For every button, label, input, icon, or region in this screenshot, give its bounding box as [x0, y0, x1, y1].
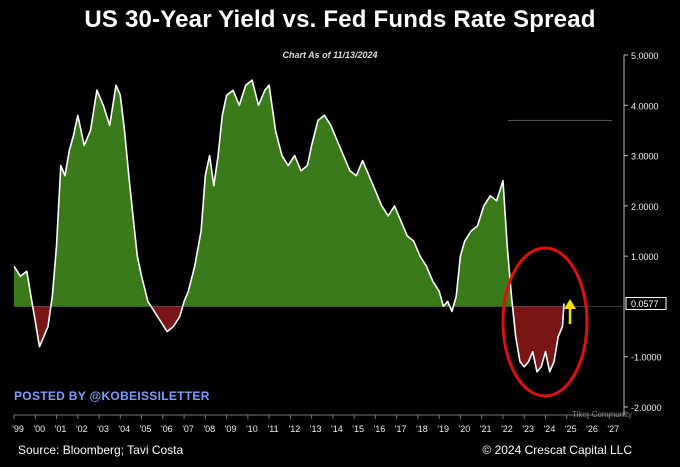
chart-subtitle: Chart As of 11/13/2024 [282, 50, 378, 60]
posted-by-label: POSTED BY @KOBEISSILETTER [14, 389, 210, 403]
x-tick-label: '25 [565, 424, 577, 434]
x-tick-label: '06 [161, 424, 173, 434]
x-tick-label: '01 [55, 424, 67, 434]
up-arrow-icon [564, 299, 576, 309]
y-tick-label: 2.0000 [631, 202, 659, 212]
copyright-note: © 2024 Crescat Capital LLC [482, 443, 632, 457]
x-tick-label: '05 [140, 424, 152, 434]
y-tick-label: -2.0000 [631, 403, 662, 413]
x-tick-label: '02 [76, 424, 88, 434]
x-tick-label: '08 [203, 424, 215, 434]
chart-frame [14, 55, 625, 416]
spread-series-line [13, 79, 565, 373]
spread-area [14, 80, 564, 372]
y-tick-label: 1.0000 [631, 252, 659, 262]
negative-spread-area [32, 306, 51, 347]
x-tick-label: '18 [416, 424, 428, 434]
last-value-label: 0.0577 [631, 299, 659, 309]
x-tick-label: '15 [352, 424, 364, 434]
spread-line [13, 79, 622, 373]
x-tick-label: '12 [288, 424, 300, 434]
x-tick-label: '11 [268, 424, 279, 434]
source-note: Source: Bloomberg; Tavi Costa [18, 443, 184, 457]
x-tick-label: '27 [607, 424, 619, 434]
x-tick-label: '13 [310, 424, 322, 434]
x-tick-label: '09 [225, 424, 237, 434]
x-tick-label: '03 [97, 424, 109, 434]
x-tick-label: '20 [459, 424, 471, 434]
watermark-text: Tiker Community [572, 410, 633, 419]
x-tick-label: '22 [501, 424, 513, 434]
x-tick-label: '04 [118, 424, 130, 434]
annotations [501, 246, 589, 398]
x-axis: '99 '00 '01 '02 '03 '04 '05 '06 '07 '08 '09 '10 '11 '… [12, 415, 619, 434]
positive-spread-area [453, 180, 513, 307]
positive-spread-area [50, 85, 152, 307]
y-tick-label: 3.0000 [631, 152, 659, 162]
highlight-circle [501, 246, 589, 398]
x-tick-label: '21 [480, 424, 492, 434]
x-tick-label: '07 [182, 424, 194, 434]
x-tick-label: '24 [544, 424, 556, 434]
x-tick-label: '19 [437, 424, 449, 434]
y-axis: 5.0000 4.0000 3.0000 2.0000 1.0000 -1.0000 -2.… [624, 51, 667, 413]
negative-spread-area [512, 306, 564, 372]
x-tick-label: '26 [586, 424, 598, 434]
y-tick-label: 4.0000 [631, 101, 659, 111]
x-tick-label: '23 [522, 424, 534, 434]
x-tick-label: '99 [12, 424, 24, 434]
negative-spread-area [151, 306, 183, 332]
y-tick-label: -1.0000 [631, 353, 662, 363]
chart-title: US 30-Year Yield vs. Fed Funds Rate Spre… [84, 6, 596, 33]
x-tick-label: '14 [331, 424, 343, 434]
x-tick-label: '10 [246, 424, 258, 434]
last-value-badge [625, 297, 667, 311]
x-tick-label: '16 [374, 424, 386, 434]
y-tick-label: 5.0000 [631, 51, 659, 61]
x-tick-label: '17 [395, 424, 407, 434]
positive-spread-area [14, 266, 33, 307]
x-tick-label: '00 [33, 424, 45, 434]
positive-spread-area [182, 80, 450, 307]
